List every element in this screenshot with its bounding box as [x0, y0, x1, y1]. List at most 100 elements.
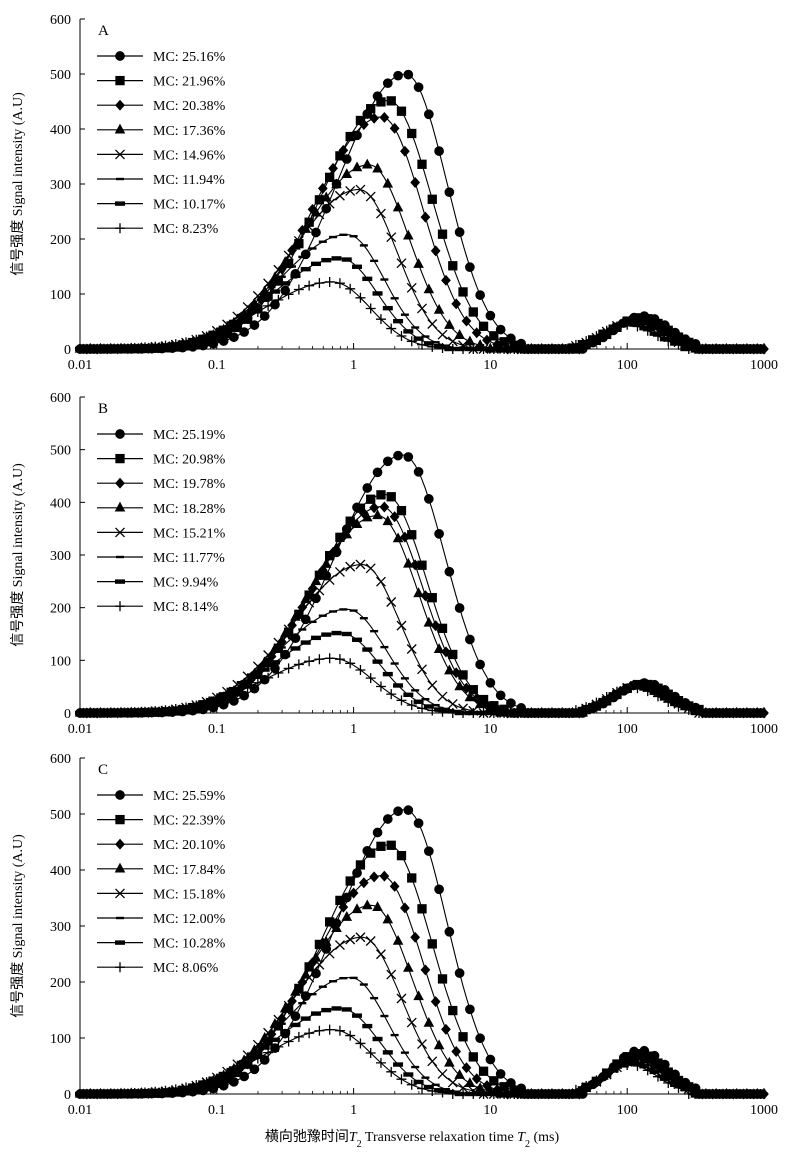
- series-point: [417, 159, 427, 169]
- series-point: [704, 344, 715, 354]
- series-point: [403, 692, 414, 697]
- series-point: [495, 690, 506, 701]
- legend: MC: 25.59% MC: 22.39% MC: 20.10% MC: 17.84%…: [97, 789, 226, 976]
- series-point: [314, 278, 325, 289]
- series-point: [379, 111, 390, 123]
- series-point: [423, 704, 434, 709]
- series-point: [478, 708, 489, 718]
- series-point: [341, 910, 353, 921]
- series-point: [160, 340, 171, 351]
- series-point: [329, 980, 338, 983]
- series-point: [413, 699, 424, 704]
- series-point: [386, 96, 396, 106]
- series-point: [339, 233, 348, 236]
- series-point: [222, 1069, 233, 1080]
- series-point: [451, 667, 462, 679]
- series-point: [304, 972, 315, 983]
- x-tick-label: 1000: [750, 722, 778, 737]
- series-point: [263, 1047, 274, 1058]
- y-tick-label: 0: [64, 1088, 71, 1103]
- series-point: [376, 841, 386, 851]
- series-point: [451, 298, 462, 310]
- series-point: [499, 708, 510, 718]
- y-tick-label: 100: [50, 654, 71, 669]
- series-point: [454, 329, 465, 339]
- series-point: [461, 682, 472, 694]
- legend-label: MC: 17.84%: [153, 863, 226, 878]
- series-point: [329, 610, 338, 613]
- series-point: [382, 456, 393, 467]
- series-point: [293, 1031, 304, 1042]
- legend-label: MC: 8.06%: [153, 961, 219, 976]
- series-point: [433, 643, 445, 653]
- series-point: [365, 303, 376, 314]
- series-point: [482, 334, 492, 346]
- series-point: [370, 629, 379, 633]
- series-point: [389, 511, 400, 523]
- series-point: [208, 696, 219, 701]
- series-point: [257, 664, 266, 668]
- legend-marker: [115, 477, 125, 489]
- legend-marker: [115, 51, 125, 61]
- series-point: [386, 492, 396, 502]
- series-point: [366, 848, 376, 858]
- legend-marker: [115, 814, 125, 825]
- series-point: [352, 1013, 363, 1018]
- series-point: [318, 614, 327, 617]
- series-point: [324, 276, 335, 287]
- series-point: [242, 682, 253, 693]
- series-point: [417, 904, 427, 914]
- series-point: [437, 1087, 448, 1098]
- series-point: [341, 528, 353, 539]
- series-point: [389, 880, 400, 892]
- series-point: [430, 996, 441, 1008]
- series-point: [673, 1082, 684, 1093]
- series-point: [257, 1043, 266, 1046]
- series-point: [355, 665, 366, 676]
- series-point: [509, 344, 520, 354]
- x-tick-label: 0.01: [68, 1103, 93, 1118]
- series-point: [139, 706, 150, 717]
- series-point: [351, 518, 363, 528]
- series-point: [88, 707, 99, 718]
- series-point: [581, 702, 592, 713]
- series-point: [277, 1022, 286, 1025]
- legend-marker: [115, 527, 125, 538]
- series-point: [331, 630, 342, 636]
- series-point: [222, 323, 233, 334]
- series-point: [345, 1030, 356, 1041]
- series-point: [444, 187, 455, 198]
- series-point: [365, 673, 376, 684]
- series-point: [362, 483, 373, 493]
- legend-label: MC: 9.94%: [153, 576, 219, 591]
- x-tick-label: 100: [617, 1103, 638, 1118]
- series-point: [423, 846, 434, 857]
- x-axis-label-part: Transverse relaxation time: [362, 1130, 518, 1145]
- series-point: [403, 329, 414, 334]
- legend-label: MC: 8.23%: [153, 222, 219, 237]
- series-point: [249, 1052, 260, 1058]
- series-point: [550, 1089, 561, 1099]
- legend-label: MC: 15.18%: [153, 887, 226, 902]
- series-point: [423, 1084, 434, 1090]
- x-tick-label: 0.1: [208, 358, 226, 373]
- series-point: [642, 1065, 653, 1076]
- series-point: [447, 336, 458, 347]
- series-point: [249, 1064, 260, 1075]
- series-point: [318, 985, 327, 988]
- series-point: [359, 244, 368, 247]
- series-point: [382, 913, 394, 924]
- y-tick-label: 300: [50, 549, 71, 564]
- series-point: [355, 184, 366, 195]
- legend-label: MC: 8.14%: [153, 600, 219, 615]
- series-point: [400, 145, 410, 157]
- chart-panel-b: 0 100 200 300 400 500 600 0.01 0.1 1 10 100 1000 B 信号强…: [10, 391, 778, 737]
- series-point: [431, 341, 440, 344]
- series-point: [714, 708, 725, 718]
- series-point: [239, 681, 250, 686]
- series-point: [249, 674, 260, 679]
- series-point: [372, 467, 383, 478]
- legend-label: MC: 18.28%: [153, 502, 226, 517]
- legend-marker: [115, 429, 125, 439]
- series-point: [298, 1001, 307, 1005]
